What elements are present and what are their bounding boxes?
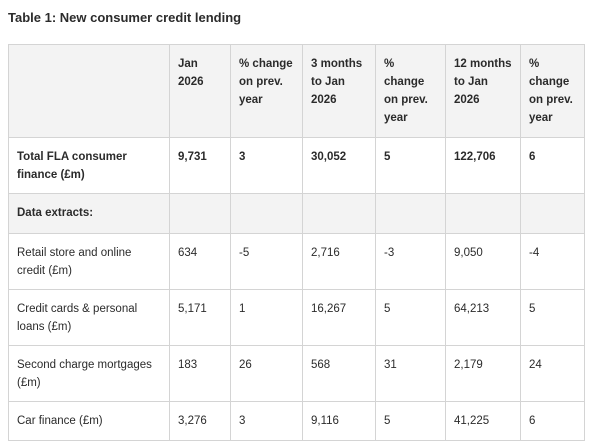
table-cell: 3 (230, 137, 303, 194)
table-cell-empty (230, 193, 303, 234)
header-cell-change-1: % change on prev. year (230, 44, 303, 138)
table-cell: 5 (375, 289, 446, 346)
table-cell: 5 (375, 401, 446, 441)
table-cell: 1 (230, 289, 303, 346)
table-caption: Table 1: New consumer credit lending (8, 10, 242, 25)
table-cell: 41,225 (445, 401, 521, 441)
table-row: Second charge mortgages (£m) 183 26 568 … (8, 345, 585, 402)
table-cell: 183 (169, 345, 231, 402)
table-row: Retail store and online credit (£m) 634 … (8, 233, 585, 290)
table-cell: 64,213 (445, 289, 521, 346)
header-row: Jan 2026 % change on prev. year 3 months… (8, 44, 585, 138)
table-row: Credit cards & personal loans (£m) 5,171… (8, 289, 585, 346)
row-label: Credit cards & personal loans (£m) (8, 289, 170, 346)
header-cell-jan-2026: Jan 2026 (169, 44, 231, 138)
table-cell-empty (375, 193, 446, 234)
table-cell: 2,716 (302, 233, 376, 290)
table-cell-empty (445, 193, 521, 234)
table-cell: 24 (520, 345, 585, 402)
table-cell: 31 (375, 345, 446, 402)
table-cell: 3 (230, 401, 303, 441)
table-row-total: Total FLA consumer finance (£m) 9,731 3 … (8, 137, 585, 194)
table-cell-empty (169, 193, 231, 234)
table-cell: 634 (169, 233, 231, 290)
table-cell: 26 (230, 345, 303, 402)
table-cell: 2,179 (445, 345, 521, 402)
header-cell-3-months: 3 months to Jan 2026 (302, 44, 376, 138)
header-cell-change-3: % change on prev. year (520, 44, 585, 138)
table-row: Car finance (£m) 3,276 3 9,116 5 41,225 … (8, 401, 585, 441)
table-cell: 30,052 (302, 137, 376, 194)
table-cell: 9,116 (302, 401, 376, 441)
header-cell-stub (8, 44, 170, 138)
table-cell: 5 (375, 137, 446, 194)
table-cell: -4 (520, 233, 585, 290)
table-row-section: Data extracts: (8, 193, 585, 234)
table-cell: -3 (375, 233, 446, 290)
table-cell: 9,731 (169, 137, 231, 194)
header-cell-change-2: % change on prev. year (375, 44, 446, 138)
section-label: Data extracts: (8, 193, 170, 234)
header-cell-12-months: 12 months to Jan 2026 (445, 44, 521, 138)
table-cell: 6 (520, 137, 585, 194)
table-cell: 568 (302, 345, 376, 402)
table-cell: 3,276 (169, 401, 231, 441)
table-cell: 16,267 (302, 289, 376, 346)
table-cell: 5,171 (169, 289, 231, 346)
row-label: Retail store and online credit (£m) (8, 233, 170, 290)
table-cell-empty (302, 193, 376, 234)
row-label: Car finance (£m) (8, 401, 170, 441)
table-cell: -5 (230, 233, 303, 290)
table-cell: 6 (520, 401, 585, 441)
consumer-credit-table: Jan 2026 % change on prev. year 3 months… (8, 44, 585, 441)
table-cell: 122,706 (445, 137, 521, 194)
row-label: Total FLA consumer finance (£m) (8, 137, 170, 194)
row-label: Second charge mortgages (£m) (8, 345, 170, 402)
table-cell: 9,050 (445, 233, 521, 290)
table-cell: 5 (520, 289, 585, 346)
table-cell-empty (520, 193, 585, 234)
